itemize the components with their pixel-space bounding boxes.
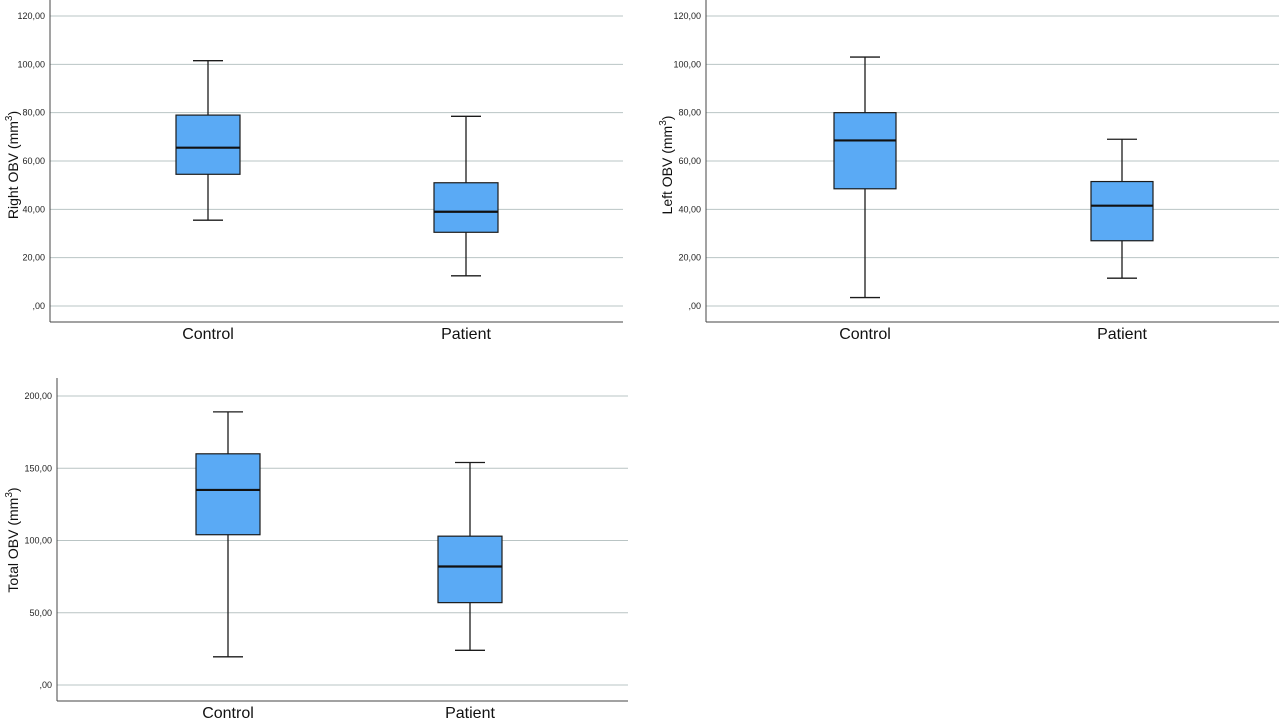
y-tick-label: 200,00: [24, 391, 52, 401]
y-tick-label: 50,00: [29, 608, 52, 618]
chart-panel-1: ,00 20,00 40,00 60,00 80,00 100,00 120,00 Right…: [4, 0, 623, 343]
y-tick-label: ,00: [32, 301, 45, 311]
category-label: Control: [839, 326, 891, 343]
iqr-box: [833, 112, 897, 190]
y-axis-label: Right OBV (mm3): [4, 111, 21, 219]
y-tick-label: 60,00: [22, 156, 45, 166]
category-label: Patient: [1097, 326, 1147, 343]
iqr-box: [175, 114, 241, 175]
y-tick-label: 120,00: [17, 11, 45, 21]
y-tick-label: 60,00: [678, 156, 701, 166]
y-tick-label: 100,00: [24, 536, 52, 546]
y-axis-label: Left OBV (mm3): [658, 116, 675, 215]
y-tick-label: 100,00: [673, 59, 701, 69]
y-tick-label: ,00: [39, 680, 52, 690]
y-tick-label: 20,00: [22, 253, 45, 263]
box-control: [175, 60, 241, 221]
iqr-box: [437, 535, 503, 604]
y-tick-label: ,00: [688, 301, 701, 311]
y-tick-label: 120,00: [673, 11, 701, 21]
box-control: [195, 411, 261, 658]
box-patient: [1090, 138, 1154, 279]
category-label: Patient: [445, 705, 495, 722]
y-tick-label: 150,00: [24, 463, 52, 473]
y-tick-label: 80,00: [22, 108, 45, 118]
y-axis-label: Total OBV (mm3): [4, 487, 21, 592]
category-label: Control: [202, 705, 254, 722]
category-label: Control: [182, 326, 234, 343]
iqr-box: [433, 182, 499, 233]
box-patient: [433, 115, 499, 277]
iqr-box: [195, 453, 261, 536]
category-label: Patient: [441, 326, 491, 343]
iqr-box: [1090, 180, 1154, 242]
box-patient: [437, 461, 503, 651]
y-tick-label: 40,00: [678, 204, 701, 214]
y-tick-label: 20,00: [678, 253, 701, 263]
box-control: [833, 56, 897, 299]
y-tick-label: 40,00: [22, 204, 45, 214]
chart-panel-3: ,00 50,00 100,00 150,00 200,00 Total OBV (mm3…: [4, 378, 628, 722]
y-tick-label: 80,00: [678, 108, 701, 118]
chart-panel-2: ,00 20,00 40,00 60,00 80,00 100,00 120,00 Left …: [658, 0, 1279, 343]
y-tick-label: 100,00: [17, 59, 45, 69]
